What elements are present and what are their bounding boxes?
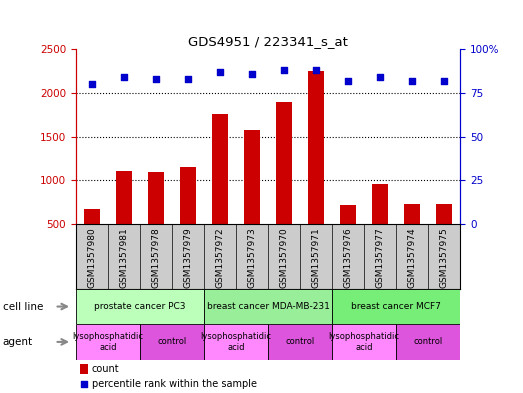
Text: percentile rank within the sample: percentile rank within the sample [92,379,257,389]
Text: control: control [157,338,187,346]
Text: GSM1357976: GSM1357976 [344,227,353,288]
Text: control: control [414,338,443,346]
Text: GSM1357975: GSM1357975 [440,227,449,288]
Bar [396,324,460,360]
Text: lysophosphatidic
acid: lysophosphatidic acid [200,332,271,352]
Text: agent: agent [3,337,33,347]
Text: GSM1357979: GSM1357979 [184,227,192,288]
Bar [332,289,460,324]
Point [152,76,160,82]
Text: breast cancer MCF7: breast cancer MCF7 [351,302,441,311]
Point [376,74,384,80]
Point [280,67,288,73]
Bar [244,130,260,268]
Bar [204,289,332,324]
Bar [212,114,228,268]
Bar [436,204,452,268]
Bar [268,324,332,360]
Bar [372,184,388,268]
Bar [308,71,324,268]
Text: breast cancer MDA-MB-231: breast cancer MDA-MB-231 [207,302,329,311]
Point [184,76,192,82]
Bar [76,289,204,324]
Text: GSM1357972: GSM1357972 [215,227,224,288]
Text: GSM1357971: GSM1357971 [312,227,321,288]
Text: prostate cancer PC3: prostate cancer PC3 [94,302,186,311]
Point [216,69,224,75]
Bar [332,324,396,360]
Point [248,70,256,77]
Title: GDS4951 / 223341_s_at: GDS4951 / 223341_s_at [188,35,348,48]
Bar [340,205,356,268]
Text: cell line: cell line [3,301,43,312]
Point [120,74,128,80]
Bar [148,173,164,268]
Bar [204,324,268,360]
Text: GSM1357977: GSM1357977 [376,227,384,288]
Bar [116,171,132,268]
Bar [180,167,196,268]
Point [312,67,320,73]
Bar [140,324,204,360]
Point [79,381,88,387]
Point [440,77,448,84]
Bar [76,324,140,360]
Bar [276,101,292,268]
Point [344,77,353,84]
Text: GSM1357970: GSM1357970 [280,227,289,288]
Text: control: control [286,338,315,346]
Text: GSM1357981: GSM1357981 [119,227,128,288]
Text: lysophosphatidic
acid: lysophosphatidic acid [72,332,143,352]
Bar [84,209,100,268]
Point [88,81,96,87]
Bar [404,204,420,268]
Text: GSM1357980: GSM1357980 [87,227,96,288]
Bar [79,364,88,374]
Text: count: count [92,364,120,374]
Point [408,77,416,84]
Text: lysophosphatidic
acid: lysophosphatidic acid [328,332,400,352]
Text: GSM1357974: GSM1357974 [408,227,417,288]
Text: GSM1357978: GSM1357978 [152,227,161,288]
Text: GSM1357973: GSM1357973 [247,227,256,288]
